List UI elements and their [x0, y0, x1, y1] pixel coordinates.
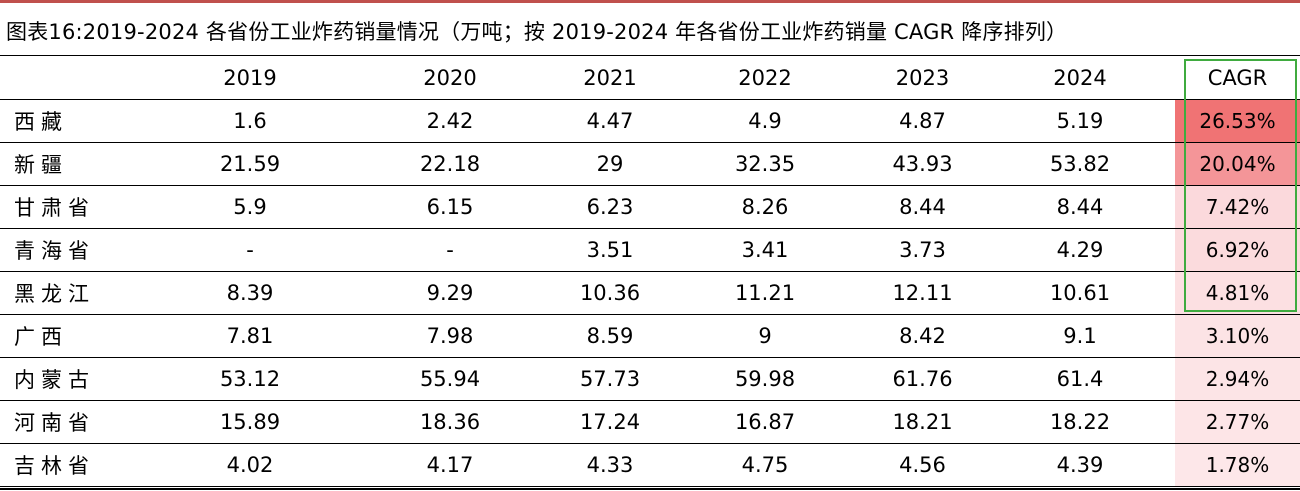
value-cell-2023: 8.42: [860, 314, 985, 358]
value-cell-2019: 53.12: [150, 357, 350, 401]
value-cell-2022: 3.41: [670, 228, 860, 272]
value-cell-2019: 4.02: [150, 443, 350, 487]
province-cell: 黑龙江: [0, 271, 150, 315]
value-cell-2021: 6.23: [550, 185, 670, 229]
value-cell-2024: 4.39: [985, 443, 1175, 487]
cagr-cell: 2.77%: [1175, 400, 1300, 444]
cagr-cell: 4.81%: [1175, 271, 1300, 315]
value-cell-2022: 9: [670, 314, 860, 358]
value-cell-2021: 10.36: [550, 271, 670, 315]
value-cell-2024: 5.19: [985, 99, 1175, 143]
header-cell-2022: 2022: [670, 56, 860, 100]
value-cell-2019: 1.6: [150, 99, 350, 143]
value-cell-2020: 2.42: [350, 99, 550, 143]
value-cell-2022: 32.35: [670, 142, 860, 186]
value-cell-2019: 7.81: [150, 314, 350, 358]
value-cell-2023: 8.44: [860, 185, 985, 229]
value-cell-2024: 53.82: [985, 142, 1175, 186]
value-cell-2024: 8.44: [985, 185, 1175, 229]
value-cell-2023: 3.73: [860, 228, 985, 272]
header-row: 2019 2020 2021 2022 2023 2024 CAGR: [0, 56, 1300, 100]
value-cell-2022: 8.26: [670, 185, 860, 229]
value-cell-2019: 8.39: [150, 271, 350, 315]
header-cell-2019: 2019: [150, 56, 350, 100]
value-cell-2021: 3.51: [550, 228, 670, 272]
value-cell-2023: 4.56: [860, 443, 985, 487]
value-cell-2023: 4.87: [860, 99, 985, 143]
value-cell-2021: 29: [550, 142, 670, 186]
value-cell-2020: 7.98: [350, 314, 550, 358]
cagr-cell: 1.78%: [1175, 443, 1300, 487]
value-cell-2022: 59.98: [670, 357, 860, 401]
value-cell-2020: 18.36: [350, 400, 550, 444]
table-row: 西藏 1.6 2.42 4.47 4.9 4.87 5.19 26.53%: [0, 99, 1300, 143]
value-cell-2021: 4.47: [550, 99, 670, 143]
value-cell-2020: 22.18: [350, 142, 550, 186]
value-cell-2024: 18.22: [985, 400, 1175, 444]
value-cell-2019: 21.59: [150, 142, 350, 186]
value-cell-2021: 17.24: [550, 400, 670, 444]
value-cell-2020: 9.29: [350, 271, 550, 315]
value-cell-2023: 61.76: [860, 357, 985, 401]
province-cell: 广西: [0, 314, 150, 358]
value-cell-2020: 6.15: [350, 185, 550, 229]
header-cell-2023: 2023: [860, 56, 985, 100]
cagr-cell: 2.94%: [1175, 357, 1300, 401]
province-cell: 青海省: [0, 228, 150, 272]
table-body: 西藏 1.6 2.42 4.47 4.9 4.87 5.19 26.53% 新疆 21.59 22.…: [0, 99, 1300, 487]
value-cell-2019: -: [150, 228, 350, 272]
value-cell-2024: 61.4: [985, 357, 1175, 401]
sales-table: 2019 2020 2021 2022 2023 2024 CAGR 西藏 1.6…: [0, 56, 1300, 487]
value-cell-2022: 4.75: [670, 443, 860, 487]
value-cell-2021: 57.73: [550, 357, 670, 401]
cagr-cell: 7.42%: [1175, 185, 1300, 229]
cagr-cell: 20.04%: [1175, 142, 1300, 186]
header-cell-2024: 2024: [985, 56, 1175, 100]
value-cell-2020: -: [350, 228, 550, 272]
value-cell-2021: 8.59: [550, 314, 670, 358]
table-row: 吉林省 4.02 4.17 4.33 4.75 4.56 4.39 1.78%: [0, 443, 1300, 487]
value-cell-2023: 43.93: [860, 142, 985, 186]
province-cell: 内蒙古: [0, 357, 150, 401]
header-cell-2021: 2021: [550, 56, 670, 100]
value-cell-2024: 10.61: [985, 271, 1175, 315]
table-row: 青海省 - -3.51 3.41 3.73 4.29 6.92%: [0, 228, 1300, 272]
value-cell-2019: 5.9: [150, 185, 350, 229]
table-row: 河南省 15.89 18.36 17.24 16.87 18.21 18.22 2.77%: [0, 400, 1300, 444]
province-cell: 河南省: [0, 400, 150, 444]
province-cell: 甘肃省: [0, 185, 150, 229]
cagr-cell: 26.53%: [1175, 99, 1300, 143]
value-cell-2020: 55.94: [350, 357, 550, 401]
value-cell-2022: 11.21: [670, 271, 860, 315]
title-top-rule: [0, 0, 1300, 3]
figure-title: 图表16:2019-2024 各省份工业炸药销量情况（万吨；按 2019-202…: [6, 20, 1068, 44]
table-row: 新疆 21.59 22.18 29 32.35 43.93 53.82 20.04%: [0, 142, 1300, 186]
province-cell: 新疆: [0, 142, 150, 186]
header-cell-cagr: CAGR: [1175, 56, 1300, 100]
value-cell-2020: 4.17: [350, 443, 550, 487]
cagr-cell: 6.92%: [1175, 228, 1300, 272]
value-cell-2021: 4.33: [550, 443, 670, 487]
table-row: 内蒙古 53.12 55.94 57.73 59.98 61.76 61.4 2.94%: [0, 357, 1300, 401]
value-cell-2022: 16.87: [670, 400, 860, 444]
cagr-cell: 3.10%: [1175, 314, 1300, 358]
province-cell: 西藏: [0, 99, 150, 143]
table-row: 广西 7.81 7.98 8.59 9 8.42 9.1 3.10%: [0, 314, 1300, 358]
value-cell-2019: 15.89: [150, 400, 350, 444]
province-cell: 吉林省: [0, 443, 150, 487]
title-bottom-rule: [0, 55, 1300, 56]
value-cell-2024: 9.1: [985, 314, 1175, 358]
value-cell-2022: 4.9: [670, 99, 860, 143]
header-cell-province: [0, 56, 150, 100]
value-cell-2024: 4.29: [985, 228, 1175, 272]
table-bottom-rule: [0, 488, 1300, 490]
value-cell-2023: 18.21: [860, 400, 985, 444]
header-cell-2020: 2020: [350, 56, 550, 100]
table-row: 甘肃省 5.9 6.15 6.23 8.26 8.44 8.44 7.42%: [0, 185, 1300, 229]
table-row: 黑龙江 8.39 9.29 10.36 11.21 12.11 10.61 4.81%: [0, 271, 1300, 315]
value-cell-2023: 12.11: [860, 271, 985, 315]
